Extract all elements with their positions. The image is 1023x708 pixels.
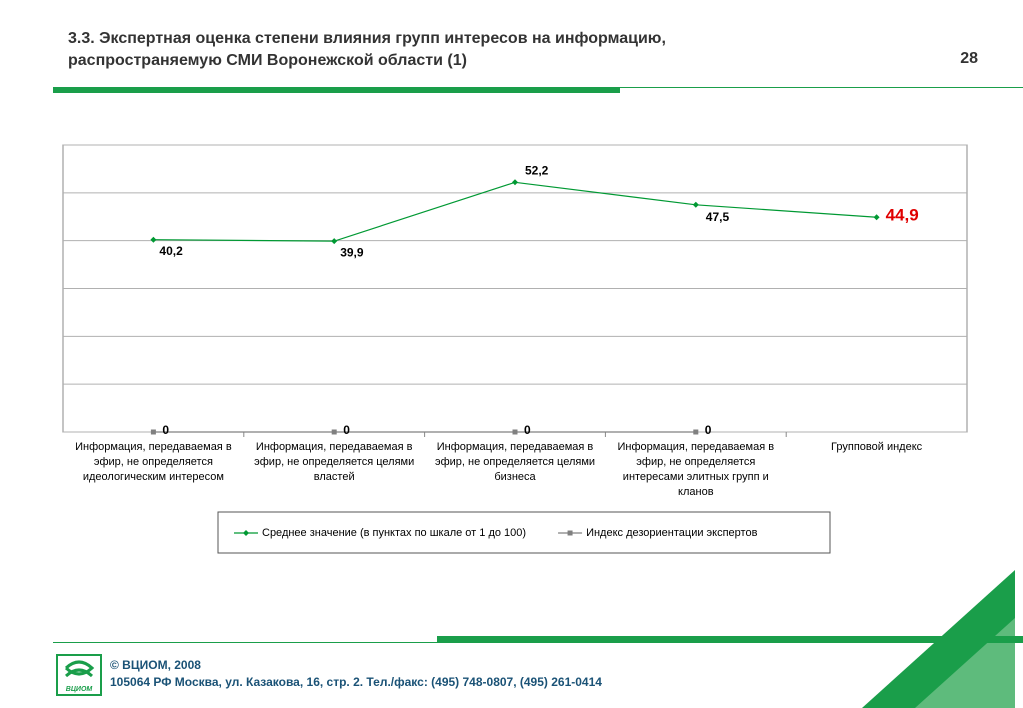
point <box>692 201 699 208</box>
footer-bar <box>437 636 1023 643</box>
x-tick-label: Информация, передаваемая в эфир, не опре… <box>617 441 775 498</box>
footer-text: © ВЦИОМ, 2008 <box>110 658 201 672</box>
point <box>150 236 157 243</box>
title: распространяемую СМИ Воронежской области… <box>68 52 467 69</box>
legend-label: Среднее значение (в пунктах по шкале от … <box>262 527 526 539</box>
page-number: 28 <box>960 50 978 67</box>
data-label: 0 <box>343 423 350 437</box>
footer-text: 105064 РФ Москва, ул. Казакова, 16, стр.… <box>110 675 602 689</box>
data-label: 0 <box>524 423 531 437</box>
data-label: 47,5 <box>706 210 730 224</box>
point <box>331 238 338 245</box>
legend-label: Индекс дезориентации экспертов <box>586 527 758 539</box>
legend <box>217 511 831 554</box>
data-label: 40,2 <box>159 244 183 258</box>
legend-marker <box>567 530 573 536</box>
data-label: 0 <box>705 423 712 437</box>
point <box>331 429 337 435</box>
logo-text: ВЦИОМ <box>66 686 93 693</box>
x-tick-label: Информация, передаваемая в эфир, не опре… <box>434 441 596 483</box>
data-label: 52,2 <box>525 163 549 177</box>
header-bar <box>53 87 620 93</box>
data-label: 39,9 <box>340 245 364 259</box>
logo-mark <box>64 660 95 678</box>
x-tick-label: Информация, передаваемая в эфир, не опре… <box>254 441 415 483</box>
point <box>873 214 880 221</box>
data-label: 0 <box>162 423 169 437</box>
legend-marker <box>243 530 249 536</box>
title: 3.3. Экспертная оценка степени влияния г… <box>68 30 666 47</box>
data-label: 44,9 <box>886 206 919 225</box>
point <box>150 429 156 435</box>
point <box>512 429 518 435</box>
point <box>693 429 699 435</box>
x-tick-label: Информация, передаваемая в эфир, не опре… <box>75 441 232 483</box>
x-tick-label: Групповой индекс <box>831 441 923 453</box>
point <box>512 179 518 186</box>
